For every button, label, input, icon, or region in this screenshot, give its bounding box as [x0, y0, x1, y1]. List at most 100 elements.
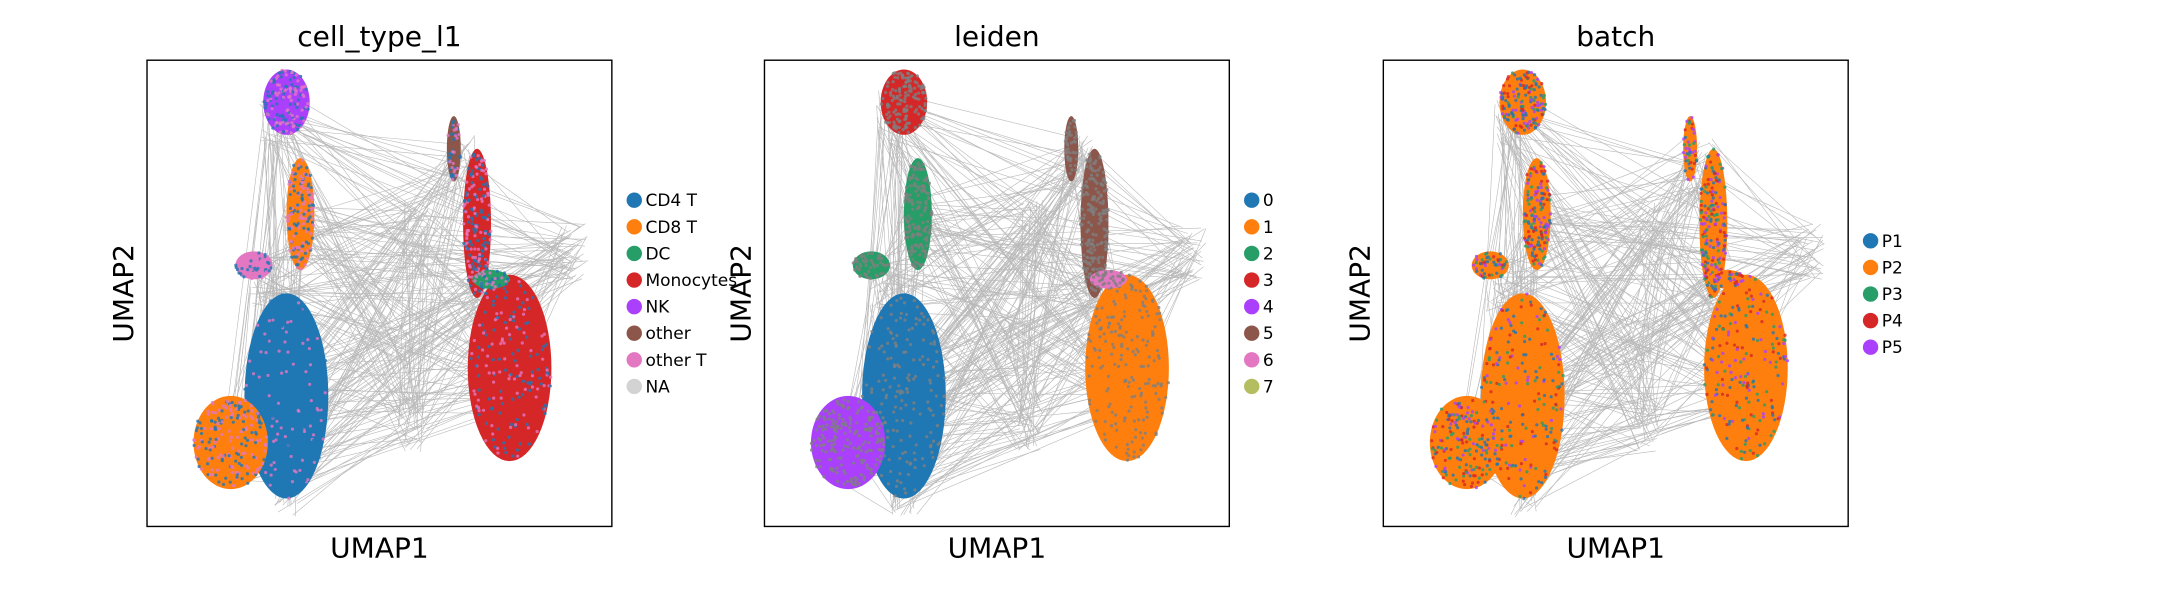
cell-point — [504, 451, 508, 455]
cell-point — [1507, 476, 1511, 481]
cell-point — [1506, 401, 1511, 406]
cell-point — [1734, 279, 1739, 284]
cell-point — [922, 229, 926, 233]
cell-point — [516, 454, 520, 458]
cell-point — [1783, 333, 1787, 337]
cell-point — [1443, 458, 1447, 463]
cell-point — [1492, 409, 1496, 413]
graph-edge — [1028, 274, 1088, 339]
graph-edge — [1498, 101, 1823, 274]
legend-marker — [1244, 245, 1260, 262]
cell-point — [303, 478, 307, 482]
cell-point — [541, 357, 545, 361]
cell-point — [1522, 353, 1526, 357]
cell-point — [1513, 73, 1517, 77]
cell-point — [906, 235, 910, 239]
cell-point — [1517, 404, 1522, 408]
cell-point — [1093, 179, 1097, 183]
cell-point — [913, 92, 918, 97]
cell-point — [921, 221, 925, 225]
cell-point — [1104, 211, 1108, 215]
cell-point — [1535, 243, 1540, 247]
cell-point — [295, 114, 299, 119]
y-axis-label: UMAP2 — [1343, 244, 1376, 343]
cell-point — [492, 396, 496, 400]
cell-point — [877, 379, 881, 383]
cell-point — [280, 293, 284, 297]
cell-point — [297, 246, 301, 250]
cell-point — [1465, 429, 1470, 433]
cell-point — [1526, 230, 1531, 234]
cell-point — [817, 414, 821, 419]
cell-point — [1519, 305, 1523, 309]
cell-point — [1527, 126, 1531, 130]
cell-point — [1091, 260, 1095, 264]
cell-point — [812, 439, 816, 443]
cell-point — [1114, 445, 1118, 449]
cell-point — [517, 327, 522, 331]
graph-edge — [1647, 294, 1710, 427]
cell-point — [1782, 338, 1786, 342]
cell-point — [1118, 281, 1122, 285]
cell-point — [881, 262, 885, 267]
cell-point — [1542, 215, 1546, 220]
graph-edge — [1027, 176, 1073, 251]
cell-point — [474, 195, 478, 199]
graph-edge — [1514, 120, 1697, 168]
cell-point — [1082, 216, 1086, 221]
cell-point — [1536, 185, 1540, 190]
cell-point — [1731, 305, 1735, 309]
cell-point — [213, 440, 217, 444]
cell-point — [486, 260, 490, 264]
cell-point — [504, 368, 508, 372]
cell-point — [299, 214, 303, 218]
cell-point — [1084, 269, 1088, 274]
cell-point — [1774, 360, 1778, 364]
cell-point — [879, 454, 883, 458]
cell-point — [894, 108, 898, 112]
cell-point — [1763, 357, 1767, 362]
cell-point — [453, 168, 457, 172]
cell-point — [880, 422, 884, 426]
cell-point — [316, 408, 320, 412]
cell-point — [471, 255, 475, 259]
cell-point — [893, 71, 897, 75]
cell-point — [1692, 161, 1697, 166]
cell-point — [1488, 409, 1493, 413]
cell-point — [1484, 418, 1489, 422]
cell-point — [1771, 346, 1776, 350]
cell-point — [274, 324, 278, 328]
cell-point — [1126, 347, 1130, 351]
cell-point — [1549, 430, 1553, 434]
cell-point — [1119, 270, 1123, 275]
cell-point — [231, 412, 235, 416]
cell-point — [315, 457, 319, 462]
cell-point — [1721, 291, 1726, 296]
cell-point — [897, 86, 902, 91]
cell-point — [310, 236, 315, 240]
cell-point — [196, 419, 200, 423]
cell-point — [1742, 357, 1746, 361]
graph-edge — [258, 274, 409, 349]
cell-point — [252, 455, 256, 459]
cell-point — [220, 432, 224, 437]
cell-point — [301, 176, 305, 181]
cell-point — [815, 428, 819, 432]
cell-point — [478, 264, 482, 268]
cell-point — [285, 215, 289, 219]
cell-point — [527, 306, 531, 310]
cell-point — [884, 90, 888, 95]
cell-point — [929, 430, 933, 435]
cell-point — [1495, 443, 1499, 448]
cell-point — [921, 457, 925, 461]
cell-point — [240, 442, 244, 446]
cell-point — [1099, 327, 1103, 331]
cell-point — [1745, 325, 1749, 329]
cell-point — [469, 172, 474, 176]
cell-point — [1539, 182, 1543, 186]
cell-point — [1715, 237, 1719, 241]
cell-point — [918, 123, 922, 127]
cell-point — [512, 315, 516, 319]
graph-edge — [889, 273, 1097, 288]
cell-point — [1483, 480, 1487, 484]
